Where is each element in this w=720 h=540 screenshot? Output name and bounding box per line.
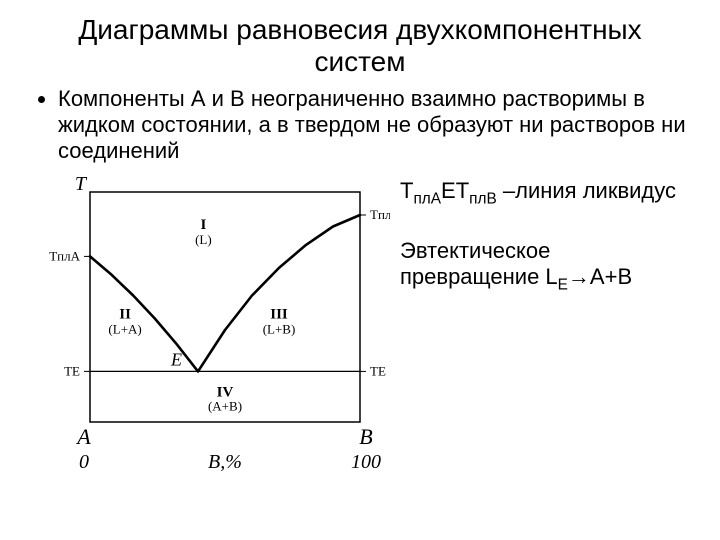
svg-text:I: I	[200, 217, 206, 233]
bullet-list: Компоненты А и В неограниченно взаимно р…	[30, 86, 690, 164]
svg-text:E: E	[170, 349, 182, 369]
phase-diagram: TплATплВTETEEI(L)II(L+A)III(L+B)IV(A+B)T…	[30, 172, 390, 497]
svg-text:T: T	[75, 173, 88, 195]
svg-text:TE: TE	[64, 363, 80, 378]
svg-text:TплВ: TплВ	[370, 207, 390, 222]
liquidus-text: ТплАЕТплВ –линия ликвидус	[400, 178, 690, 208]
svg-text:(L+B): (L+B)	[263, 322, 296, 337]
svg-text:(A+B): (A+B)	[208, 399, 242, 414]
svg-text:II: II	[119, 307, 131, 323]
svg-text:0: 0	[79, 451, 89, 473]
eutectic-text: Эвтектическое превращение LE→A+B	[400, 238, 690, 294]
svg-text:III: III	[270, 307, 288, 323]
svg-text:TплA: TплA	[49, 248, 80, 263]
slide-title: Диаграммы равновесия двухкомпонентных си…	[30, 14, 690, 78]
svg-text:TE: TE	[370, 363, 386, 378]
svg-text:A: A	[75, 424, 91, 449]
svg-text:B,%: B,%	[208, 451, 242, 473]
svg-text:(L): (L)	[195, 232, 212, 247]
bullet-item: Компоненты А и В неограниченно взаимно р…	[58, 86, 690, 164]
svg-text:(L+A): (L+A)	[108, 322, 141, 337]
svg-text:B: B	[359, 424, 372, 449]
svg-text:100: 100	[351, 451, 381, 473]
